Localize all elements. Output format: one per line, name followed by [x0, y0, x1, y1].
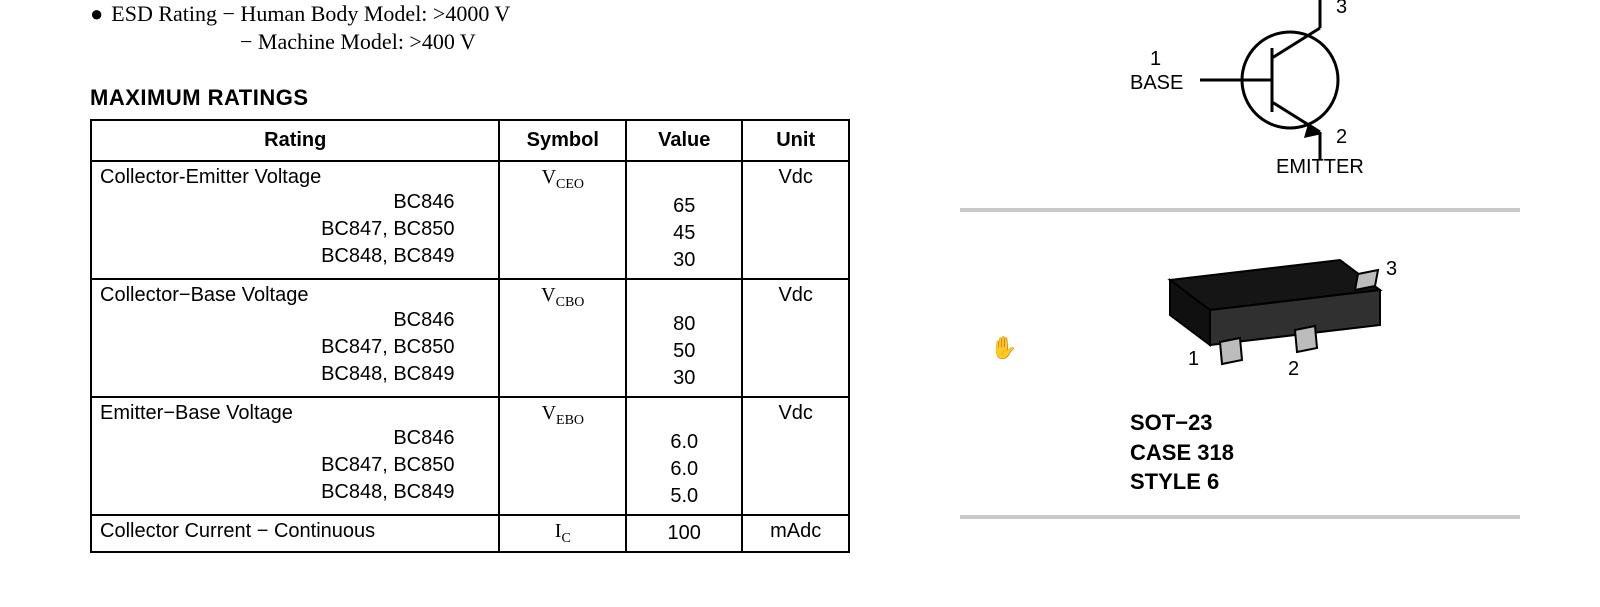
package-case: CASE 318	[1130, 438, 1600, 468]
esd-line-1: ESD Rating − Human Body Model: >4000 V	[111, 1, 510, 26]
pin-1-number: 1	[1150, 48, 1161, 71]
part-variant: BC846	[100, 307, 454, 334]
table-header-row: Rating Symbol Value Unit	[91, 120, 849, 161]
part-variant: BC847, BC850	[100, 452, 454, 479]
value: 100	[635, 520, 733, 547]
pkg-pin-2: 2	[1288, 358, 1299, 381]
symbol: VCBO	[541, 284, 584, 306]
hand-cursor-icon: ✋	[990, 335, 1017, 361]
value: 6.0	[635, 456, 733, 483]
pin-1-name: BASE	[1130, 72, 1183, 95]
esd-bullet: ●ESD Rating − Human Body Model: >4000 V	[90, 0, 960, 29]
package-labels: SOT−23 CASE 318 STYLE 6	[1130, 408, 1600, 497]
value: 6.0	[635, 429, 733, 456]
package-name: SOT−23	[1130, 408, 1600, 438]
sot23-package-icon	[1060, 230, 1480, 390]
package-style: STYLE 6	[1130, 467, 1600, 497]
part-variant: BC847, BC850	[100, 216, 454, 243]
transistor-symbol-icon	[1060, 0, 1480, 190]
header-unit: Unit	[742, 120, 849, 161]
pkg-pin-1: 1	[1188, 348, 1199, 371]
part-variant: BC847, BC850	[100, 334, 454, 361]
pin-3-number: 3	[1336, 0, 1347, 19]
rating-label: Collector−Base Voltage	[100, 284, 490, 307]
ratings-table: Rating Symbol Value Unit Collector-Emitt…	[90, 119, 850, 553]
pkg-pin-3: 3	[1386, 258, 1397, 281]
table-row: Collector-Emitter Voltage BC846 BC847, B…	[91, 161, 849, 279]
symbol: VCEO	[542, 166, 584, 188]
part-variant: BC848, BC849	[100, 243, 454, 270]
esd-line-2: − Machine Model: >400 V	[90, 29, 960, 55]
rating-label: Collector-Emitter Voltage	[100, 166, 490, 189]
value: 5.0	[635, 483, 733, 510]
transistor-schematic: 1 BASE 2 EMITTER 3	[1060, 0, 1480, 190]
table-row: Emitter−Base Voltage BC846 BC847, BC850 …	[91, 397, 849, 515]
table-row: Collector−Base Voltage BC846 BC847, BC85…	[91, 279, 849, 397]
bullet-icon: ●	[90, 1, 111, 26]
value: 30	[635, 247, 733, 274]
divider	[960, 515, 1520, 519]
maximum-ratings-heading: MAXIMUM RATINGS	[90, 85, 960, 111]
unit: Vdc	[742, 279, 849, 397]
part-variant: BC848, BC849	[100, 479, 454, 506]
header-symbol: Symbol	[499, 120, 626, 161]
header-value: Value	[626, 120, 742, 161]
header-rating: Rating	[91, 120, 499, 161]
rating-label: Emitter−Base Voltage	[100, 402, 490, 425]
part-variant: BC846	[100, 425, 454, 452]
part-variant: BC846	[100, 189, 454, 216]
symbol: VEBO	[542, 402, 584, 424]
unit: Vdc	[742, 161, 849, 279]
symbol: IC	[555, 520, 571, 542]
rating-label: Collector Current − Continuous	[100, 520, 490, 543]
divider	[960, 208, 1520, 212]
pin-2-number: 2	[1336, 126, 1347, 149]
value: 50	[635, 338, 733, 365]
unit: mAdc	[742, 515, 849, 552]
left-column: ●ESD Rating − Human Body Model: >4000 V …	[0, 0, 960, 553]
value: 80	[635, 311, 733, 338]
pin-2-name: EMITTER	[1276, 156, 1364, 179]
value: 30	[635, 365, 733, 392]
value: 65	[635, 193, 733, 220]
part-variant: BC848, BC849	[100, 361, 454, 388]
table-row: Collector Current − Continuous IC 100 mA…	[91, 515, 849, 552]
package-drawing: 1 2 3	[1060, 230, 1480, 390]
value: 45	[635, 220, 733, 247]
unit: Vdc	[742, 397, 849, 515]
right-column: ✋ 1 BA	[960, 0, 1600, 553]
